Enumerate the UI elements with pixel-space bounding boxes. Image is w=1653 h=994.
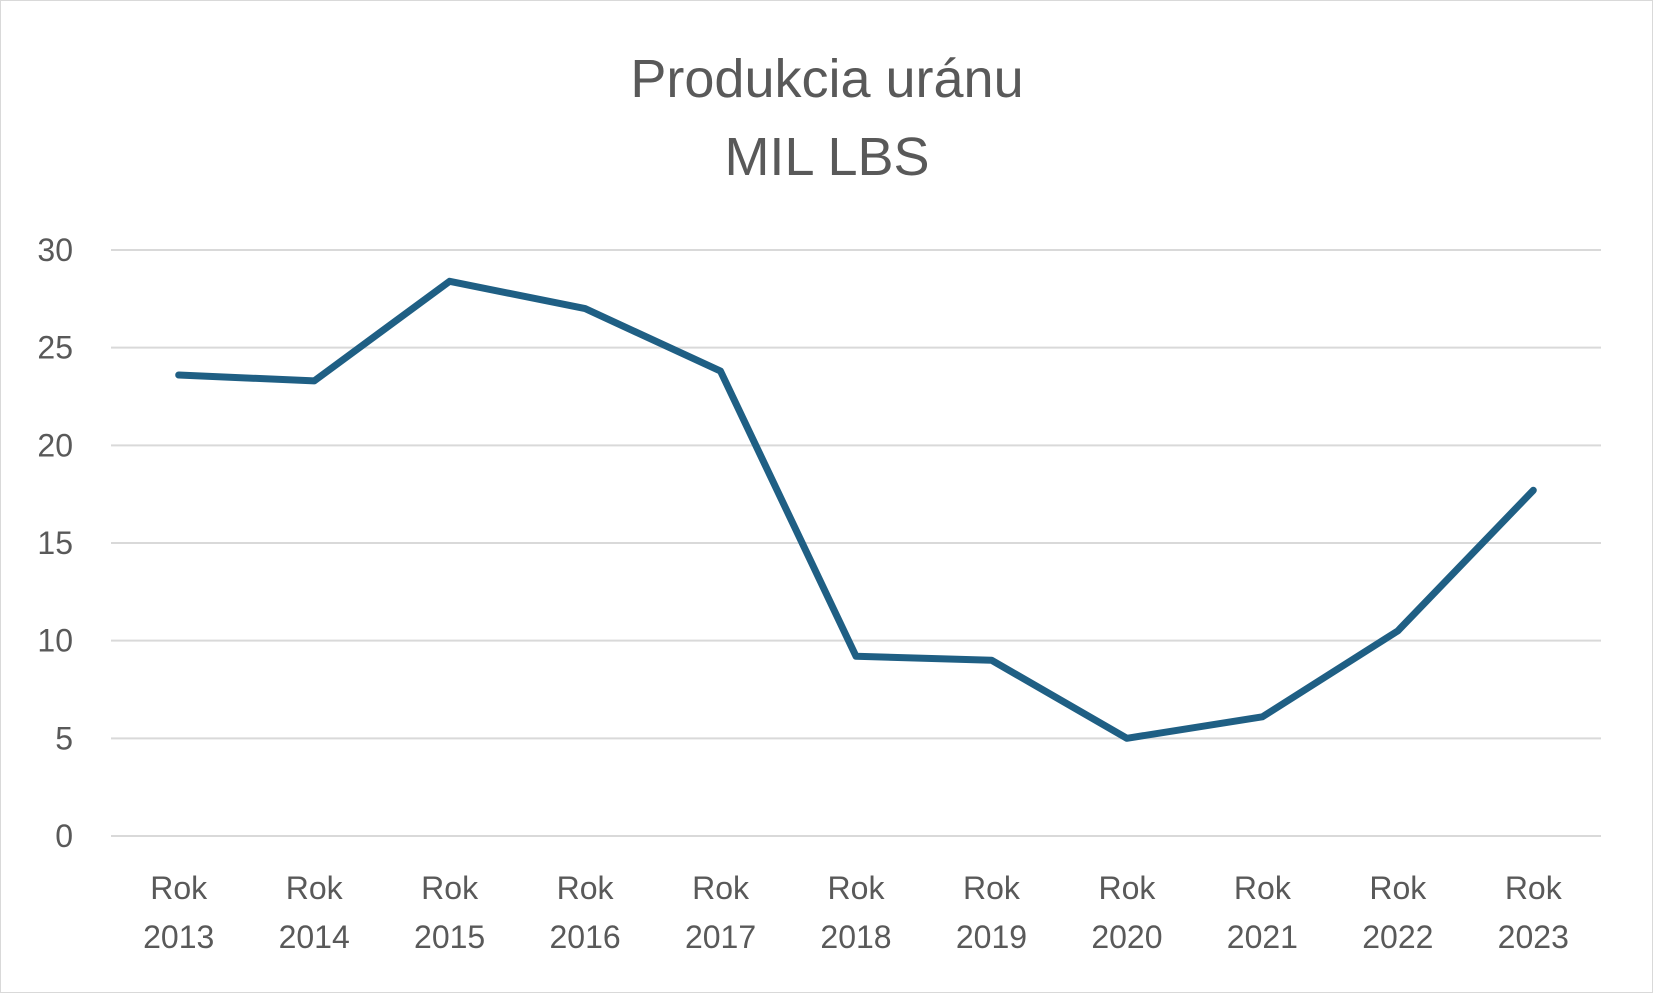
x-tick-label-line: 2021 bbox=[1227, 919, 1298, 955]
y-tick-label: 15 bbox=[37, 525, 73, 561]
x-tick-label-line: 2013 bbox=[143, 919, 214, 955]
gridlines bbox=[111, 250, 1601, 836]
x-tick-label-line: Rok bbox=[1369, 870, 1427, 906]
y-tick-label: 20 bbox=[37, 427, 73, 463]
y-tick-label: 30 bbox=[37, 232, 73, 268]
x-tick-label-line: 2019 bbox=[956, 919, 1027, 955]
x-tick-label-line: 2018 bbox=[820, 919, 891, 955]
y-tick-label: 25 bbox=[37, 330, 73, 366]
x-tick-label-line: 2022 bbox=[1362, 919, 1433, 955]
x-tick-label-line: 2014 bbox=[279, 919, 350, 955]
x-tick-label: Rok 2017 bbox=[685, 870, 756, 955]
x-tick-label-line: 2023 bbox=[1498, 919, 1569, 955]
x-tick-label-line: 2017 bbox=[685, 919, 756, 955]
x-tick-label-line: Rok bbox=[421, 870, 479, 906]
x-tick-label: Rok 2018 bbox=[820, 870, 891, 955]
x-tick-label: Rok 2015 bbox=[414, 870, 485, 955]
series-layer bbox=[179, 281, 1534, 738]
x-tick-label-line: Rok bbox=[1098, 870, 1156, 906]
x-tick-label-line: 2016 bbox=[549, 919, 620, 955]
x-tick-label-line: Rok bbox=[1234, 870, 1292, 906]
x-tick-label-line: Rok bbox=[557, 870, 615, 906]
y-tick-label: 10 bbox=[37, 623, 73, 659]
x-tick-label-line: 2020 bbox=[1091, 919, 1162, 955]
chart-subtitle: MIL LBS bbox=[724, 127, 929, 187]
y-tick-label: 0 bbox=[55, 818, 73, 854]
x-tick-label: Rok 2021 bbox=[1227, 870, 1298, 955]
x-tick-label: Rok 2023 bbox=[1498, 870, 1569, 955]
x-tick-label-line: Rok bbox=[1505, 870, 1563, 906]
x-tick-label: Rok 2022 bbox=[1362, 870, 1433, 955]
x-tick-label: Rok 2013 bbox=[143, 870, 214, 955]
x-tick-label: Rok 2020 bbox=[1091, 870, 1162, 955]
x-tick-label-line: Rok bbox=[150, 870, 208, 906]
x-tick-label: Rok 2019 bbox=[956, 870, 1027, 955]
x-tick-label: Rok 2014 bbox=[279, 870, 350, 955]
x-tick-label-line: Rok bbox=[692, 870, 750, 906]
series-line-0 bbox=[179, 281, 1534, 738]
y-tick-label: 5 bbox=[55, 720, 73, 756]
x-tick-label-line: 2015 bbox=[414, 919, 485, 955]
x-tick-label-line: Rok bbox=[828, 870, 886, 906]
x-tick-label-line: Rok bbox=[963, 870, 1021, 906]
chart-title: Produkcia uránu bbox=[630, 49, 1023, 109]
x-tick-label: Rok 2016 bbox=[549, 870, 620, 955]
x-axis-ticks: Rok 2013 Rok 2014 Rok 2015 Rok 2016 Rok 2017 Rok 20… bbox=[143, 870, 1569, 955]
y-axis-ticks: 0 5 10 15 20 25 30 bbox=[37, 232, 73, 854]
x-tick-label-line: Rok bbox=[286, 870, 344, 906]
